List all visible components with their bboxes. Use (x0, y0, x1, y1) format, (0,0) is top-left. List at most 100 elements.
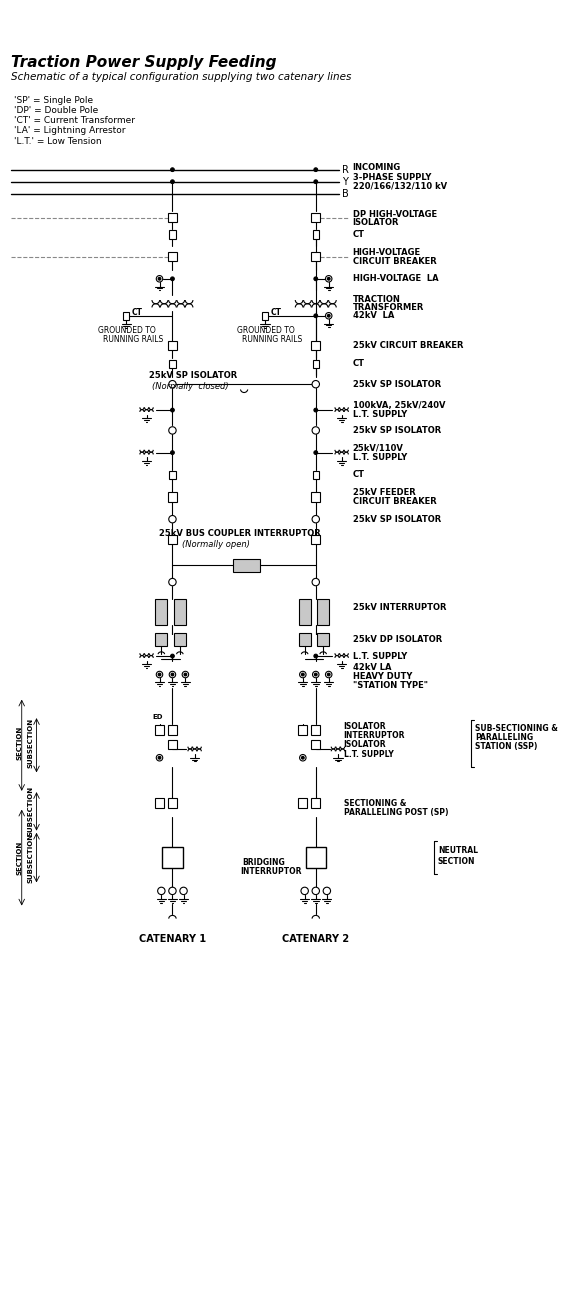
Bar (162, 847, 183, 868)
Text: CT: CT (353, 230, 365, 239)
Circle shape (170, 408, 174, 412)
Text: 25kV/110V: 25kV/110V (353, 444, 404, 453)
Circle shape (170, 277, 174, 281)
Text: ED: ED (152, 714, 162, 720)
Circle shape (327, 674, 330, 676)
Circle shape (169, 671, 175, 678)
Bar (311, 492, 320, 502)
Circle shape (299, 755, 306, 762)
Text: RUNNING RAILS: RUNNING RAILS (242, 335, 302, 344)
Bar (155, 599, 168, 625)
Bar (168, 252, 177, 261)
Text: CT: CT (353, 360, 365, 369)
Text: Y: Y (342, 177, 348, 186)
Text: HIGH-VOLTAGE  LA: HIGH-VOLTAGE LA (353, 274, 439, 284)
Bar (168, 798, 177, 807)
Text: Schematic of a typical configuration supplying two catenary lines: Schematic of a typical configuration sup… (11, 72, 351, 83)
Bar (168, 741, 177, 750)
Circle shape (170, 450, 174, 454)
Text: SUB-SECTIONING &: SUB-SECTIONING & (475, 723, 558, 733)
Circle shape (302, 674, 304, 676)
Text: 'LA' = Lightning Arrestor: 'LA' = Lightning Arrestor (14, 126, 126, 135)
Bar (311, 725, 320, 735)
Circle shape (312, 427, 319, 435)
Circle shape (169, 516, 176, 523)
Circle shape (169, 427, 176, 435)
Text: GROUNDED TO: GROUNDED TO (237, 326, 295, 335)
Bar (312, 360, 319, 368)
Text: STATION (SSP): STATION (SSP) (475, 742, 537, 751)
Text: SECTIONING &: SECTIONING & (344, 798, 406, 807)
Text: 25kV SP ISOLATOR: 25kV SP ISOLATOR (353, 515, 441, 524)
Text: 25kV SP ISOLATOR: 25kV SP ISOLATOR (149, 372, 238, 381)
Circle shape (182, 671, 188, 678)
Bar (311, 213, 320, 222)
Circle shape (180, 888, 187, 894)
Circle shape (314, 654, 318, 658)
Text: 42kV  LA: 42kV LA (353, 311, 394, 320)
Text: SUBSECTION: SUBSECTION (28, 718, 34, 768)
Circle shape (327, 277, 330, 280)
Text: SECTION: SECTION (438, 857, 475, 865)
Text: CT: CT (353, 470, 365, 479)
Bar (299, 633, 311, 646)
Circle shape (325, 671, 332, 678)
Text: L.T. SUPPLY: L.T. SUPPLY (353, 453, 407, 462)
Circle shape (156, 671, 163, 678)
Circle shape (325, 312, 332, 319)
Text: 'DP' = Double Pole: 'DP' = Double Pole (14, 106, 98, 116)
Text: HEAVY DUTY: HEAVY DUTY (353, 672, 412, 681)
Circle shape (158, 277, 161, 280)
Circle shape (312, 578, 319, 586)
Bar (233, 559, 260, 572)
Text: SUBSECTION: SUBSECTION (28, 786, 34, 836)
Text: CIRCUIT BREAKER: CIRCUIT BREAKER (353, 257, 436, 265)
Text: ISOLATOR: ISOLATOR (344, 722, 386, 731)
Bar (311, 534, 320, 544)
Text: 25kV FEEDER: 25kV FEEDER (353, 488, 415, 496)
Circle shape (156, 276, 163, 282)
Circle shape (158, 674, 161, 676)
Text: ISOLATOR: ISOLATOR (353, 218, 399, 227)
Circle shape (184, 674, 187, 676)
Circle shape (301, 888, 308, 894)
Text: 'L.T.' = Low Tension: 'L.T.' = Low Tension (14, 137, 102, 146)
Text: Traction Power Supply Feeding: Traction Power Supply Feeding (11, 55, 276, 70)
Circle shape (156, 755, 163, 762)
Circle shape (169, 888, 176, 894)
Bar (311, 741, 320, 750)
Text: CATENARY 2: CATENARY 2 (282, 934, 349, 944)
Circle shape (314, 674, 317, 676)
Text: (Normally open): (Normally open) (182, 540, 250, 549)
Bar (312, 470, 319, 479)
Circle shape (312, 671, 319, 678)
Text: CT: CT (271, 307, 281, 316)
Bar (317, 633, 329, 646)
Circle shape (170, 168, 174, 172)
Circle shape (312, 888, 319, 894)
Text: CT: CT (132, 307, 143, 316)
Text: R: R (342, 164, 349, 175)
Circle shape (170, 654, 174, 658)
Bar (169, 360, 175, 368)
Text: BRIDGING: BRIDGING (242, 857, 285, 867)
Text: 25kV DP ISOLATOR: 25kV DP ISOLATOR (353, 635, 442, 643)
Text: "STATION TYPE": "STATION TYPE" (353, 681, 428, 691)
Text: 25kV SP ISOLATOR: 25kV SP ISOLATOR (353, 425, 441, 435)
Bar (168, 341, 177, 351)
Bar (168, 213, 177, 222)
Text: CIRCUIT BREAKER: CIRCUIT BREAKER (353, 498, 436, 506)
Bar (312, 230, 319, 239)
Circle shape (299, 671, 306, 678)
Text: 25kV SP ISOLATOR: 25kV SP ISOLATOR (353, 379, 441, 389)
Circle shape (302, 756, 304, 759)
Bar (311, 798, 320, 807)
Bar (169, 470, 175, 479)
Text: PARALLELING POST (SP): PARALLELING POST (SP) (344, 807, 448, 817)
Bar (306, 847, 326, 868)
Bar (174, 633, 186, 646)
Bar (155, 798, 164, 807)
Circle shape (312, 516, 319, 523)
Circle shape (169, 578, 176, 586)
Circle shape (314, 450, 318, 454)
